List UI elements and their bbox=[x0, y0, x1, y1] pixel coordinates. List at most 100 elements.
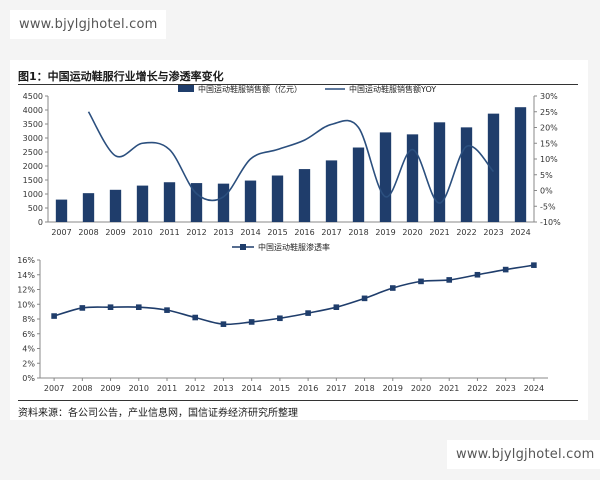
sales-bar bbox=[460, 127, 473, 222]
penetration-line-chart: 0% 2% 4% 6% 8% 10% 12% 14% 16% 2007 2008 2009 2010 20… bbox=[17, 242, 548, 393]
x-tick-label: 2021 bbox=[429, 228, 449, 237]
x-tick-label: 2018 bbox=[348, 228, 368, 237]
sales-bar bbox=[55, 199, 68, 222]
x-tick-label: 2021 bbox=[439, 384, 459, 393]
sales-bar bbox=[379, 132, 392, 222]
x-tick-label: 2013 bbox=[213, 384, 233, 393]
sales-bar bbox=[217, 183, 230, 222]
left-tick-label: 4500 bbox=[23, 92, 43, 101]
y-tick-label: 0% bbox=[22, 374, 35, 383]
sales-bar bbox=[109, 189, 122, 222]
sales-bar bbox=[433, 122, 446, 222]
x-tick-label: 2017 bbox=[321, 228, 341, 237]
x-tick-label: 2016 bbox=[294, 228, 314, 237]
x-tick-label: 2010 bbox=[129, 384, 149, 393]
right-tick-label: -5% bbox=[540, 202, 556, 211]
right-tick-label: -10% bbox=[540, 218, 561, 227]
penetration-marker bbox=[446, 277, 453, 283]
sales-bar bbox=[352, 147, 365, 222]
legend-bar-swatch bbox=[178, 85, 194, 92]
penetration-marker bbox=[474, 271, 481, 278]
right-tick-label: 0% bbox=[540, 187, 553, 196]
x-tick-label: 2022 bbox=[456, 228, 476, 237]
x-tick-label: 2013 bbox=[213, 228, 233, 237]
y-tick-label: 8% bbox=[22, 315, 35, 324]
x-tick-label: 2022 bbox=[467, 384, 487, 393]
x-tick-label: 2020 bbox=[402, 228, 422, 237]
penetration-marker bbox=[361, 295, 368, 302]
left-tick-label: 0 bbox=[38, 218, 43, 227]
sales-bar bbox=[487, 113, 500, 222]
sales-bar bbox=[136, 185, 149, 222]
x-tick-label: 2015 bbox=[270, 384, 290, 393]
x-tick-label: 2015 bbox=[267, 228, 287, 237]
left-tick-label: 1500 bbox=[23, 176, 43, 185]
sales-bar-line-chart: 0 500 1000 1500 2000 2500 3000 3500 4000 4500 -10%… bbox=[23, 84, 561, 237]
x-tick-label: 2014 bbox=[241, 384, 261, 393]
x-tick-label: 2009 bbox=[105, 228, 125, 237]
x-tick-label: 2011 bbox=[157, 384, 177, 393]
x-tick-label: 2014 bbox=[240, 228, 260, 237]
y-tick-label: 16% bbox=[17, 256, 35, 265]
penetration-marker bbox=[502, 266, 509, 273]
x-tick-label: 2012 bbox=[185, 384, 205, 393]
x-tick-label: 2011 bbox=[159, 228, 179, 237]
y-tick-label: 4% bbox=[22, 345, 35, 354]
penetration-marker bbox=[51, 313, 57, 319]
penetration-marker bbox=[418, 278, 424, 285]
left-tick-label: 2500 bbox=[23, 148, 43, 157]
yoy-line bbox=[87, 111, 495, 204]
x-tick-label: 2008 bbox=[78, 228, 98, 237]
x-tick-label: 2008 bbox=[72, 384, 92, 393]
x-tick-label: 2007 bbox=[51, 228, 71, 237]
left-tick-label: 1000 bbox=[23, 190, 43, 199]
penetration-marker bbox=[220, 321, 227, 327]
penetration-marker bbox=[79, 305, 86, 311]
x-tick-label: 2018 bbox=[354, 384, 374, 393]
y-tick-label: 12% bbox=[17, 286, 35, 295]
left-tick-label: 500 bbox=[28, 204, 43, 213]
right-tick-label: 15% bbox=[540, 139, 558, 148]
x-tick-label: 2010 bbox=[132, 228, 152, 237]
legend-line-label: 中国运动鞋服销售额YOY bbox=[349, 84, 436, 94]
x-tick-label: 2024 bbox=[524, 384, 544, 393]
sales-bar bbox=[190, 183, 203, 222]
right-tick-label: 20% bbox=[540, 124, 558, 133]
left-tick-label: 4000 bbox=[23, 106, 43, 115]
penetration-marker bbox=[333, 304, 340, 310]
title-rule bbox=[18, 84, 578, 85]
x-tick-label: 2016 bbox=[298, 384, 318, 393]
right-tick-label: 25% bbox=[540, 108, 558, 117]
y-tick-label: 10% bbox=[17, 300, 35, 309]
penetration-marker bbox=[277, 315, 283, 322]
y-tick-label: 2% bbox=[22, 359, 35, 368]
watermark-top: www.bjylgjhotel.com bbox=[10, 10, 167, 39]
x-tick-label: 2023 bbox=[483, 228, 503, 237]
figure-source: 资料来源：各公司公告，产业信息网，国信证券经济研究所整理 bbox=[18, 408, 298, 419]
right-tick-label: 10% bbox=[540, 155, 558, 164]
sales-bar bbox=[82, 193, 95, 222]
y-tick-label: 14% bbox=[17, 271, 35, 280]
penetration-line bbox=[53, 264, 535, 326]
x-tick-label: 2019 bbox=[383, 384, 403, 393]
x-tick-label: 2023 bbox=[495, 384, 515, 393]
legend-marker-swatch bbox=[240, 244, 246, 250]
source-rule bbox=[18, 400, 578, 401]
penetration-marker bbox=[135, 304, 142, 310]
right-tick-label: 30% bbox=[540, 92, 558, 101]
legend-penetration-label: 中国运动鞋服渗透率 bbox=[258, 242, 330, 252]
sales-bar bbox=[298, 169, 311, 222]
penetration-marker bbox=[531, 262, 537, 268]
penetration-marker bbox=[389, 285, 396, 291]
penetration-marker bbox=[248, 319, 255, 325]
sales-bar bbox=[271, 175, 284, 222]
x-tick-label: 2017 bbox=[326, 384, 346, 393]
sales-bar bbox=[325, 160, 338, 222]
x-tick-label: 2007 bbox=[44, 384, 64, 393]
left-tick-label: 3000 bbox=[23, 134, 43, 143]
penetration-marker bbox=[192, 314, 199, 321]
x-tick-label: 2012 bbox=[186, 228, 206, 237]
x-tick-label: 2020 bbox=[411, 384, 431, 393]
sales-bar bbox=[406, 134, 419, 222]
